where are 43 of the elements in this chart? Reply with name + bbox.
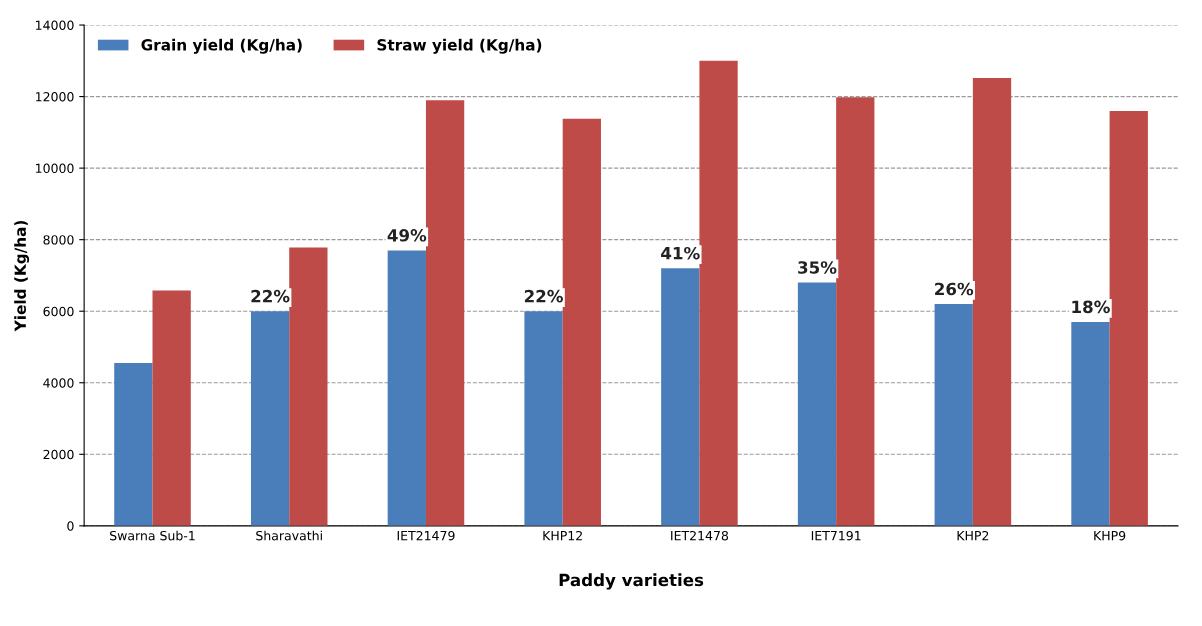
y-tick-label: 12000	[36, 92, 74, 102]
bar	[972, 77, 1012, 526]
x-tick-label: KHP2	[957, 530, 989, 541]
bar	[114, 363, 153, 526]
y-tick-label: 8000	[43, 235, 74, 245]
annotation: 41%	[661, 246, 700, 260]
bar	[425, 100, 465, 526]
annotation: 26%	[935, 282, 974, 296]
bar	[1071, 321, 1110, 526]
y-axis-title: Yield (Kg/ha)	[14, 220, 30, 332]
bar	[836, 97, 875, 526]
bar	[661, 268, 700, 526]
x-tick-label: KHP9	[1094, 530, 1126, 541]
x-axis-title: Paddy varieties	[559, 573, 704, 590]
bar	[797, 282, 837, 526]
x-tick-label: IET21478	[671, 530, 729, 541]
y-tick-label: 0	[67, 521, 74, 531]
bar	[387, 250, 426, 526]
x-tick-label: IET21479	[397, 530, 455, 541]
bar	[699, 60, 738, 526]
bar	[250, 311, 290, 526]
y-tick-label: 14000	[36, 20, 74, 30]
annotation: 22%	[524, 289, 563, 303]
bar	[1109, 110, 1148, 526]
annotation: 22%	[251, 289, 290, 303]
x-tick-label: IET7191	[811, 530, 861, 541]
annotation: 49%	[387, 229, 427, 242]
annotation: 35%	[798, 261, 837, 274]
legend-label: Grain yield (Kg/ha)	[141, 38, 302, 54]
y-tick-label: 2000	[43, 449, 74, 460]
y-tick-label: 4000	[43, 378, 74, 388]
x-tick-label: Swarna Sub-1	[110, 530, 195, 541]
bar	[289, 247, 328, 526]
x-tick-label: KHP12	[543, 530, 582, 541]
legend-label: Straw yield (Kg/ha)	[377, 38, 542, 54]
y-tick-label: 10000	[36, 163, 74, 174]
bar	[152, 290, 191, 526]
bar	[524, 311, 563, 526]
y-tick-label: 6000	[43, 306, 74, 317]
bar	[934, 304, 973, 526]
bar	[562, 118, 601, 526]
annotation: 18%	[1072, 300, 1110, 314]
x-tick-label: Sharavathi	[256, 530, 322, 541]
